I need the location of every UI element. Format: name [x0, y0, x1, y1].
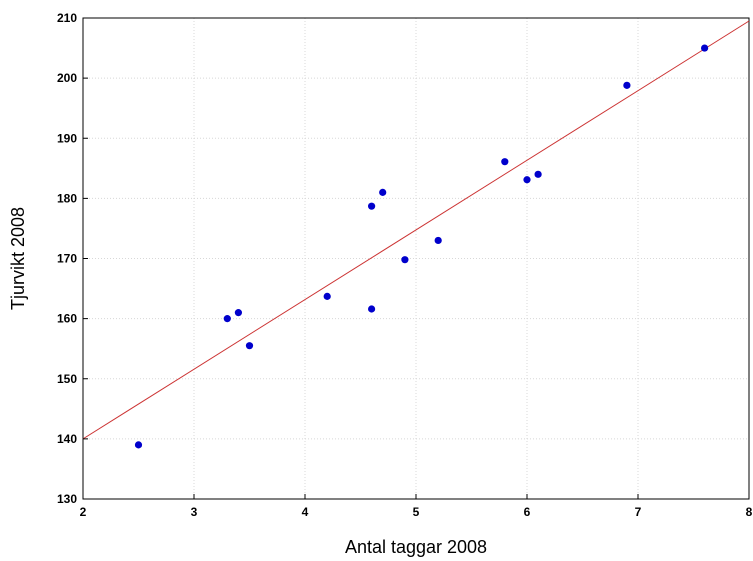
x-tick-label: 7 [635, 505, 642, 519]
x-axis-ticks: 2 3 4 5 6 7 8 [80, 494, 753, 519]
data-point [501, 158, 508, 165]
y-tick-label: 150 [57, 372, 77, 386]
data-point [623, 82, 630, 89]
y-tick-label: 160 [57, 312, 77, 326]
x-axis-title: Antal taggar 2008 [345, 537, 487, 557]
x-tick-label: 4 [302, 505, 309, 519]
y-tick-label: 140 [57, 432, 77, 446]
data-point [135, 441, 142, 448]
x-tick-label: 6 [524, 505, 531, 519]
data-point [224, 315, 231, 322]
y-tick-label: 190 [57, 131, 77, 145]
x-tick-label: 8 [746, 505, 753, 519]
data-points [135, 44, 708, 448]
data-point [368, 203, 375, 210]
data-point [523, 176, 530, 183]
data-point [235, 309, 242, 316]
y-axis-title: Tjurvikt 2008 [8, 207, 28, 310]
y-tick-label: 170 [57, 252, 77, 266]
data-point [379, 189, 386, 196]
y-tick-label: 200 [57, 71, 77, 85]
x-tick-label: 2 [80, 505, 87, 519]
regression-line-group [83, 21, 749, 439]
x-tick-label: 3 [191, 505, 198, 519]
data-point [535, 171, 542, 178]
regression-line [83, 21, 749, 439]
data-point [368, 305, 375, 312]
y-tick-label: 180 [57, 191, 77, 205]
x-tick-label: 5 [413, 505, 420, 519]
data-point [435, 237, 442, 244]
data-point [401, 256, 408, 263]
data-point [324, 293, 331, 300]
data-point [246, 342, 253, 349]
data-point [701, 44, 708, 51]
grid-lines [83, 18, 749, 499]
y-tick-label: 210 [57, 11, 77, 25]
y-tick-label: 130 [57, 492, 77, 506]
